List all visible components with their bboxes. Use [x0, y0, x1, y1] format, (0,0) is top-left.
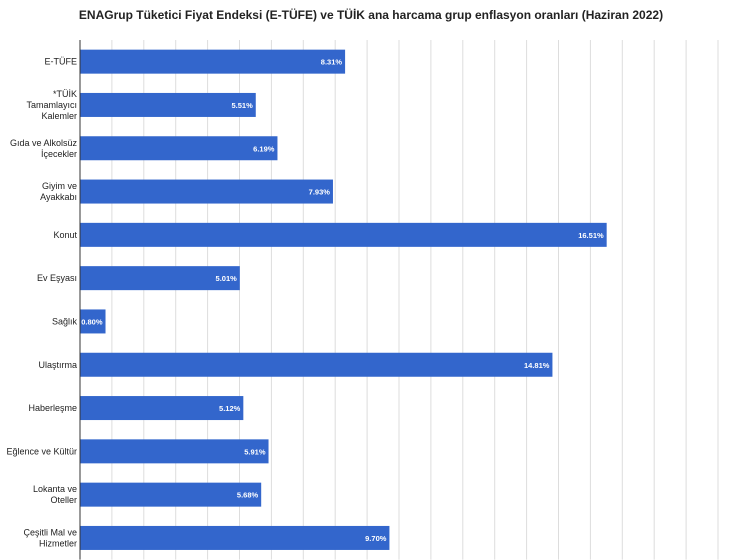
- data-label: 5.12%: [219, 404, 241, 413]
- bar: [80, 49, 346, 74]
- tick-label: Ev Eşyası: [37, 273, 77, 283]
- bar: [80, 525, 390, 550]
- data-label: 16.51%: [578, 231, 604, 240]
- bar: [80, 136, 278, 161]
- tick-label: Kalemler: [41, 111, 77, 121]
- tick-label: Eğlence ve Kültür: [6, 446, 77, 456]
- tick-label: Hizmetler: [39, 538, 77, 548]
- bar: [80, 266, 240, 291]
- bar: [80, 222, 607, 247]
- tick-label: Ayakkabı: [40, 192, 77, 202]
- tick-label: Gıda ve Alkolsüz: [10, 138, 78, 148]
- data-label: 5.68%: [237, 491, 259, 500]
- chart-title: ENAGrup Tüketici Fiyat Endeksi (E-TÜFE) …: [78, 8, 664, 22]
- data-label: 8.31%: [321, 58, 343, 67]
- tick-label: Ulaştırma: [38, 360, 77, 370]
- tick-label: İçecekler: [41, 149, 77, 159]
- tick-label: Oteller: [50, 495, 77, 505]
- data-label: 14.81%: [524, 361, 550, 370]
- data-label: 9.70%: [365, 534, 387, 543]
- tick-label: Haberleşme: [28, 403, 77, 413]
- tick-label: Tamamlayıcı: [26, 100, 77, 110]
- data-label: 5.51%: [231, 101, 253, 110]
- bar: [80, 352, 553, 377]
- tick-label: Sağlık: [52, 316, 78, 326]
- tick-label: Giyim ve: [42, 181, 77, 191]
- data-label: 7.93%: [309, 188, 331, 197]
- data-label: 5.01%: [216, 274, 238, 283]
- data-label: 5.91%: [244, 447, 266, 456]
- bar: [80, 92, 256, 117]
- bar: [80, 179, 333, 204]
- tick-label: Konut: [53, 230, 77, 240]
- bar: [80, 439, 269, 464]
- data-label: 6.19%: [253, 144, 275, 153]
- bar: [80, 482, 262, 507]
- data-label: 0.80%: [81, 317, 103, 326]
- bar: [80, 309, 106, 334]
- tick-label: Çeşitli Mal ve: [23, 527, 77, 537]
- tick-label: E-TÜFE: [45, 57, 78, 67]
- bar: [80, 396, 244, 421]
- tick-label: *TÜİK: [53, 89, 77, 99]
- tick-label: Lokanta ve: [33, 484, 77, 494]
